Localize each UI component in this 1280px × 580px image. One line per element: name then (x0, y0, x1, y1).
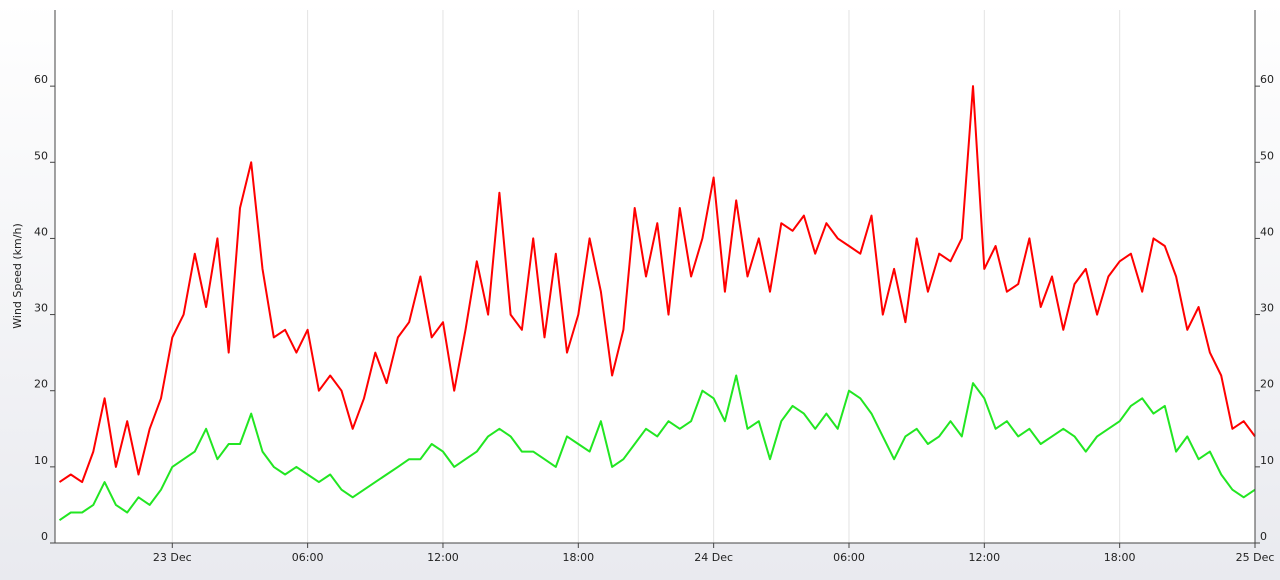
y-tick-label-right: 20 (1260, 378, 1274, 391)
x-tick-label: 25 Dec (1236, 551, 1275, 564)
y-tick-label: 20 (34, 378, 48, 391)
y-tick-label-right: 30 (1260, 302, 1274, 315)
y-tick-label-right: 50 (1260, 149, 1274, 162)
y-tick-label: 60 (34, 73, 48, 86)
x-tick-label: 12:00 (427, 551, 459, 564)
x-tick-label: 18:00 (1104, 551, 1136, 564)
y-tick-label: 30 (34, 302, 48, 315)
y-axis-title: Wind Speed (km/h) (11, 223, 24, 328)
y-tick-label-right: 10 (1260, 454, 1274, 467)
series-line (58, 85, 1256, 484)
y-tick-label-right: 60 (1260, 73, 1274, 86)
y-tick-label-right: 0 (1260, 530, 1267, 543)
y-tick-label: 40 (34, 225, 48, 238)
plot-area (55, 10, 1255, 543)
x-tick-label: 18:00 (562, 551, 594, 564)
y-tick-label: 0 (41, 530, 48, 543)
x-tick-label: 24 Dec (694, 551, 733, 564)
x-tick-label: 06:00 (833, 551, 865, 564)
x-tick-label: 23 Dec (153, 551, 192, 564)
y-tick-label-right: 40 (1260, 225, 1274, 238)
y-tick-label: 50 (34, 149, 48, 162)
x-tick-label: 06:00 (292, 551, 324, 564)
x-tick-label: 12:00 (968, 551, 1000, 564)
y-tick-label: 10 (34, 454, 48, 467)
series-line (58, 374, 1256, 522)
